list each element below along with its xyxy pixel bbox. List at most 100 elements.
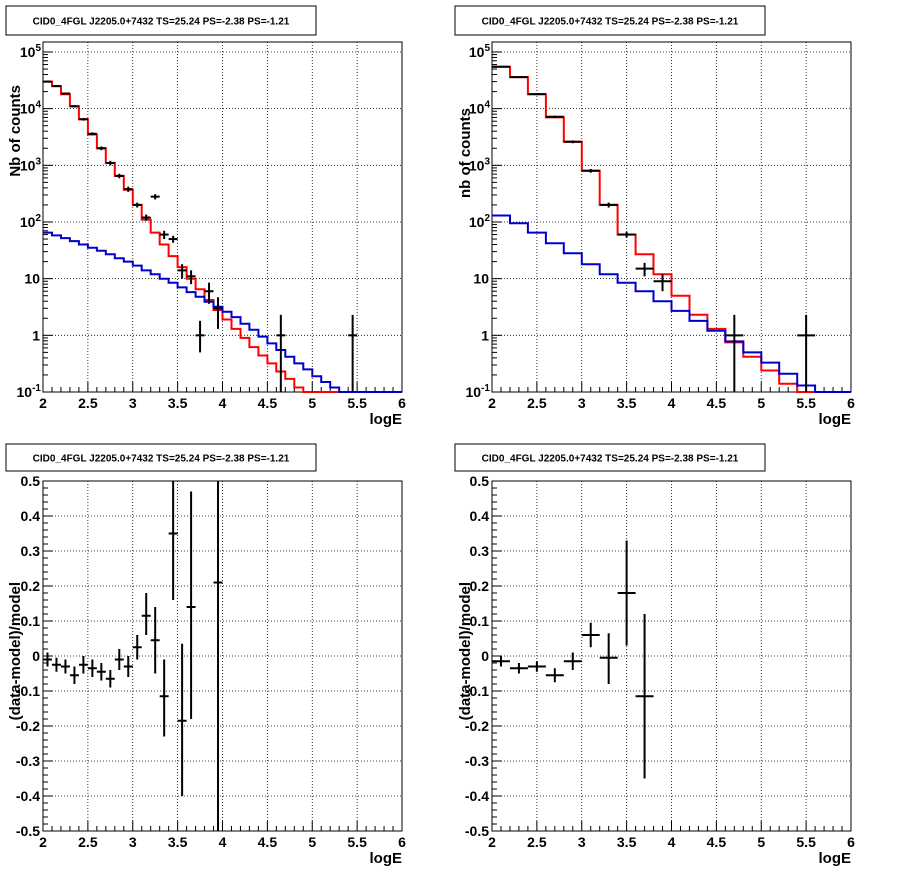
- y-tick-label: 10: [473, 271, 489, 287]
- y-tick-label: 102: [20, 213, 42, 230]
- y-tick-label: 103: [20, 156, 42, 173]
- y-tick-label: 0.5: [470, 473, 490, 489]
- data-point: [213, 297, 223, 329]
- x-tick-label: 4: [668, 395, 676, 411]
- y-tick-label: -0.2: [465, 718, 489, 734]
- x-tick-label: 3: [129, 395, 137, 411]
- x-tick-label: 5.5: [347, 834, 367, 850]
- y-tick-label: 105: [20, 43, 42, 60]
- y-axis-label: (data-model)/model: [7, 582, 24, 720]
- x-axis-label: logE: [370, 411, 403, 428]
- y-axis-label: (data-model)/model: [457, 582, 474, 720]
- y-tick-label: 0.1: [21, 613, 41, 629]
- x-tick-label: 3: [578, 834, 586, 850]
- data-point: [87, 659, 97, 677]
- x-axis-label: logE: [370, 850, 403, 867]
- data-point: [141, 214, 151, 221]
- data-point: [635, 262, 654, 277]
- x-tick-label: 2: [39, 395, 47, 411]
- data-point: [509, 76, 528, 79]
- data-point: [599, 202, 618, 208]
- chart-title: CID0_4FGL J2205.0+7432 TS=25.24 PS=-2.38…: [482, 454, 739, 465]
- y-tick-label: 0.3: [470, 543, 490, 559]
- x-tick-label: 5.5: [796, 834, 816, 850]
- data-point: [492, 65, 510, 68]
- y-tick-label: -0.2: [16, 718, 40, 734]
- x-tick-label: 3.5: [617, 834, 637, 850]
- x-tick-label: 6: [398, 834, 406, 850]
- data-point: [509, 663, 528, 674]
- data-point: [563, 652, 582, 670]
- y-tick-label: 0.2: [21, 578, 41, 594]
- x-tick-label: 5.5: [796, 395, 816, 411]
- data-point: [105, 160, 115, 166]
- y-tick-label: 104: [469, 100, 491, 117]
- data-point: [204, 282, 214, 304]
- title-box: [5, 5, 317, 36]
- data-point: [105, 670, 115, 688]
- chart-title: CID0_4FGL J2205.0+7432 TS=25.24 PS=-2.38…: [33, 17, 290, 28]
- x-tick-label: 2: [488, 395, 496, 411]
- data-point: [123, 656, 133, 677]
- y-tick-label: -0.5: [16, 823, 40, 839]
- y-tick-label: 103: [469, 156, 491, 173]
- y-axis-label: Nb of counts: [7, 85, 24, 177]
- data-point: [114, 649, 124, 670]
- y-tick-label: 105: [469, 43, 491, 60]
- y-tick-label: 10: [24, 271, 40, 287]
- x-tick-label: 6: [398, 395, 406, 411]
- x-tick-label: 4: [219, 395, 227, 411]
- y-tick-label: 1: [481, 327, 489, 343]
- x-tick-label: 4.5: [707, 834, 727, 850]
- x-tick-label: 2.5: [78, 395, 98, 411]
- x-tick-label: 3: [129, 834, 137, 850]
- chart-title: CID0_4FGL J2205.0+7432 TS=25.24 PS=-2.38…: [33, 454, 290, 465]
- data-point: [132, 635, 142, 660]
- y-tick-label: 0.3: [21, 543, 41, 559]
- y-tick-label: -0.4: [465, 788, 489, 804]
- data-point: [159, 659, 169, 737]
- data-point: [123, 186, 133, 192]
- x-tick-label: 2: [39, 834, 47, 850]
- x-tick-label: 3.5: [168, 395, 188, 411]
- data-point: [150, 194, 160, 200]
- data-point: [168, 235, 178, 243]
- x-tick-label: 3.5: [168, 834, 188, 850]
- data-point: [213, 481, 223, 831]
- y-tick-label: -0.1: [16, 683, 40, 699]
- y-tick-label: 102: [469, 213, 491, 230]
- data-point: [96, 146, 106, 151]
- x-axis-label: logE: [819, 411, 852, 428]
- x-tick-label: 3.5: [617, 395, 637, 411]
- histogram-series-background-model: [492, 214, 851, 393]
- x-axis: [42, 821, 403, 831]
- data-point: [150, 607, 160, 674]
- data-point: [60, 659, 70, 674]
- data-point: [617, 231, 636, 238]
- data-point: [51, 85, 61, 88]
- data-points: [43, 80, 358, 392]
- x-axis: [491, 821, 852, 831]
- title-box: [5, 443, 317, 472]
- x-tick-label: 5: [308, 395, 316, 411]
- y-tick-label: -0.5: [465, 823, 489, 839]
- y-axis-label: nb of counts: [457, 108, 474, 198]
- y-tick-label: 0.2: [470, 578, 490, 594]
- plot-pad-4: CID0_4FGL J2205.0+7432 TS=25.24 PS=-2.38…: [454, 443, 855, 867]
- x-tick-label: 6: [847, 834, 855, 850]
- y-tick-label: -0.1: [465, 683, 489, 699]
- data-point: [635, 614, 654, 779]
- data-point: [492, 656, 510, 667]
- plot-pad-2: CID0_4FGL J2205.0+7432 TS=25.24 PS=-2.38…: [454, 5, 855, 428]
- grid: [43, 481, 402, 831]
- data-point: [599, 633, 618, 684]
- data-point: [96, 663, 106, 681]
- data-point: [348, 314, 358, 392]
- x-tick-label: 2.5: [527, 834, 547, 850]
- data-point: [78, 117, 88, 121]
- x-tick-label: 4: [219, 834, 227, 850]
- x-tick-label: 2.5: [527, 395, 547, 411]
- data-point: [725, 314, 744, 392]
- data-point: [43, 652, 52, 667]
- x-tick-label: 2: [488, 834, 496, 850]
